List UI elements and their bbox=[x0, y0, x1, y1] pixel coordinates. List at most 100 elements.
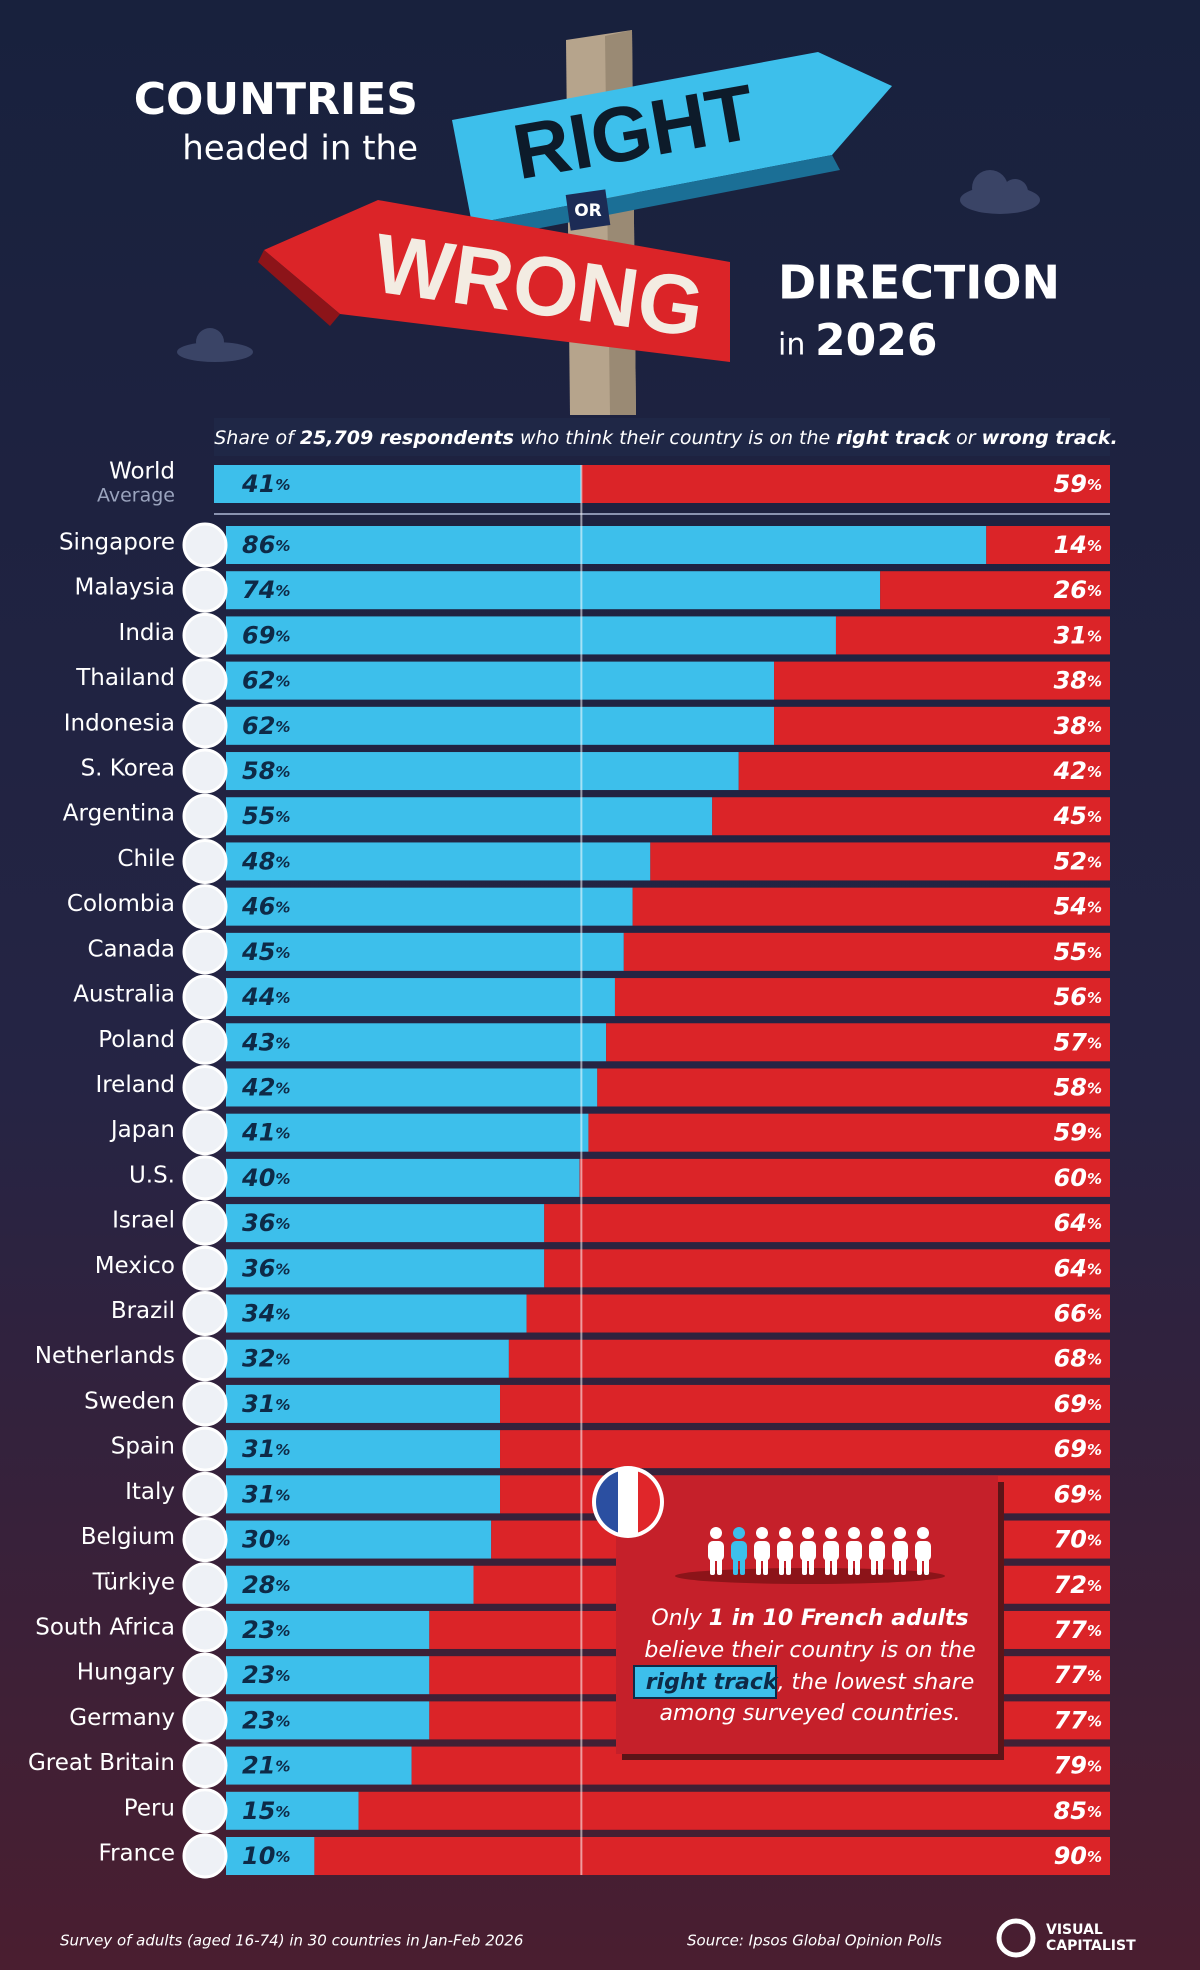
value-label: 69% bbox=[1054, 1435, 1102, 1463]
flag bbox=[182, 748, 228, 794]
value-label: 31% bbox=[1054, 621, 1102, 649]
callout-part: 1 in 10 French adults bbox=[709, 1606, 969, 1631]
category-label: Spain bbox=[111, 1434, 175, 1460]
average-sublabel: Average bbox=[97, 485, 175, 507]
value-label: 62% bbox=[242, 712, 290, 740]
category-label: Ireland bbox=[95, 1072, 175, 1098]
flag bbox=[182, 1697, 228, 1743]
value-label: 43% bbox=[241, 1028, 290, 1056]
subtitle-part: 25,709 respondents bbox=[300, 427, 514, 449]
value-label: 64% bbox=[1054, 1254, 1102, 1282]
bar-segment bbox=[226, 842, 651, 881]
callout-part: Only bbox=[651, 1606, 708, 1631]
flag bbox=[182, 974, 228, 1020]
value-label: 57% bbox=[1054, 1028, 1102, 1056]
category-label: Chile bbox=[117, 846, 175, 872]
flag bbox=[182, 1336, 228, 1382]
flag bbox=[182, 1562, 228, 1608]
flag bbox=[182, 1652, 228, 1698]
value-label: 38% bbox=[1054, 712, 1102, 740]
flag bbox=[182, 1110, 228, 1156]
flag bbox=[182, 884, 228, 930]
bar-segment bbox=[623, 932, 1110, 971]
subtitle-part: right track bbox=[836, 427, 951, 449]
value-label: 31% bbox=[242, 1390, 290, 1418]
value-label: 66% bbox=[1054, 1300, 1102, 1328]
bar-segment bbox=[226, 526, 987, 564]
bar-segment bbox=[226, 1746, 412, 1785]
value-label: 15% bbox=[242, 1797, 290, 1825]
category-label: Great Britain bbox=[28, 1750, 175, 1776]
bar-segment bbox=[226, 752, 739, 791]
category-label: Argentina bbox=[63, 801, 175, 827]
value-label: 21% bbox=[242, 1752, 290, 1780]
category-label: Malaysia bbox=[74, 575, 175, 601]
bar-segment bbox=[358, 1791, 1111, 1830]
category-label: Poland bbox=[98, 1027, 175, 1053]
callout-part: right track bbox=[646, 1670, 779, 1695]
logo: VISUAL CAPITALIST bbox=[996, 1918, 1136, 1958]
title-line: DIRECTION bbox=[778, 256, 1060, 310]
flag bbox=[182, 1471, 228, 1517]
bar-segment bbox=[226, 1837, 315, 1875]
subtitle-part: or bbox=[950, 427, 982, 449]
category-label: Germany bbox=[69, 1705, 175, 1731]
value-label: 38% bbox=[1054, 667, 1102, 695]
callout-line: Only 1 in 10 French adults bbox=[651, 1606, 968, 1631]
value-label: 58% bbox=[1054, 1073, 1102, 1101]
value-label: 79% bbox=[1054, 1752, 1102, 1780]
title-line: 2026 bbox=[815, 315, 937, 366]
value-label: 23% bbox=[242, 1706, 290, 1734]
value-label: 45% bbox=[241, 938, 290, 966]
subtitle-strip bbox=[214, 418, 1110, 456]
bar-segment bbox=[226, 1610, 430, 1649]
value-label: 40% bbox=[241, 1164, 290, 1192]
subtitle-part: who think their country is on the bbox=[514, 427, 836, 449]
value-label: 60% bbox=[1054, 1164, 1102, 1192]
flag bbox=[182, 1426, 228, 1472]
bar-segment bbox=[226, 1656, 430, 1695]
flag bbox=[182, 1155, 228, 1201]
flag bbox=[182, 1291, 228, 1337]
category-label: U.S. bbox=[129, 1162, 175, 1188]
bar-segment bbox=[226, 1023, 607, 1062]
category-label: Japan bbox=[109, 1117, 175, 1143]
value-label: 36% bbox=[242, 1209, 290, 1237]
category-label: France bbox=[99, 1841, 175, 1867]
value-label: 62% bbox=[242, 667, 290, 695]
subtitle: Share of 25,709 respondents who think th… bbox=[214, 427, 1118, 449]
value-label: 55% bbox=[242, 802, 290, 830]
category-label: Singapore bbox=[59, 530, 175, 556]
value-label: 52% bbox=[1054, 847, 1102, 875]
category-label: Canada bbox=[87, 936, 175, 962]
value-label: 46% bbox=[241, 893, 290, 921]
logo-text: CAPITALIST bbox=[1046, 1938, 1136, 1954]
value-label: 69% bbox=[1054, 1390, 1102, 1418]
category-label: Sweden bbox=[84, 1388, 175, 1414]
average-bar bbox=[214, 465, 582, 503]
value-label: 10% bbox=[242, 1842, 290, 1870]
flag bbox=[182, 1788, 228, 1834]
category-label: Netherlands bbox=[35, 1343, 175, 1369]
bar-segment bbox=[588, 1113, 1110, 1152]
bar-segment bbox=[226, 1113, 589, 1152]
callout-line: among surveyed countries. bbox=[659, 1701, 960, 1726]
bar-segment bbox=[500, 1384, 1110, 1423]
category-label: Israel bbox=[112, 1208, 175, 1234]
category-label: Hungary bbox=[77, 1660, 175, 1686]
bar-segment bbox=[738, 752, 1110, 791]
category-label: Peru bbox=[124, 1795, 175, 1821]
bar-segment bbox=[614, 978, 1110, 1017]
bar-segment bbox=[774, 706, 1110, 745]
bar-segment bbox=[650, 842, 1110, 881]
bar-segment bbox=[314, 1837, 1110, 1875]
value-label: 77% bbox=[1054, 1661, 1102, 1689]
value-label: 36% bbox=[242, 1254, 290, 1282]
flag bbox=[182, 1833, 228, 1879]
value-label: 64% bbox=[1054, 1209, 1102, 1237]
category-label: Türkiye bbox=[92, 1569, 175, 1595]
bar-segment bbox=[880, 571, 1110, 610]
flag bbox=[182, 567, 228, 613]
value-label: 45% bbox=[1053, 802, 1102, 830]
